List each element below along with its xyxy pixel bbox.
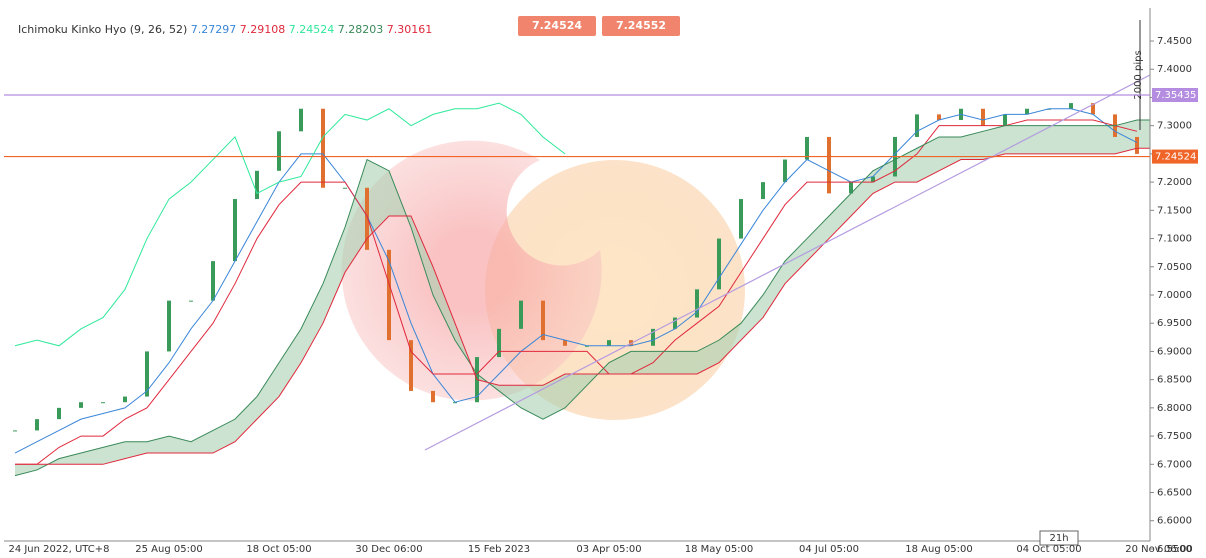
candle [211,261,215,301]
level-label: 7.24524 [1155,152,1196,163]
y-tick-label: 7.4000 [1157,64,1192,75]
y-tick-label: 6.6500 [1157,488,1192,499]
x-tick-label: 04 Oct 05:00 [1016,544,1081,555]
y-tick-label: 7.1000 [1157,234,1192,245]
candle [321,109,325,188]
candle [123,397,127,403]
candle [827,137,831,193]
y-tick-label: 7.3000 [1157,121,1192,132]
pips-label: 2000 pips [1133,50,1144,99]
x-tick-label: 18 May 05:00 [685,544,754,555]
x-tick-label: 30 Dec 06:00 [355,544,422,555]
x-tick-label: 20 Nov 06:00 [1125,544,1192,555]
y-tick-label: 6.8500 [1157,375,1192,386]
candle [783,160,787,183]
x-tick-label: 15 Feb 2023 [468,544,530,555]
candle [167,301,171,352]
legend-item: 7.27297 [191,23,237,36]
candle [1069,103,1073,109]
y-tick-label: 6.6000 [1157,516,1192,527]
candle [1135,137,1139,154]
candle [101,402,105,403]
candle [915,114,919,137]
price-badge-label: 7.24524 [532,19,582,32]
candle [277,131,281,171]
candle [431,391,435,402]
candle [1003,114,1007,125]
x-tick-label: 18 Aug 05:00 [905,544,972,555]
y-tick-label: 6.9500 [1157,318,1192,329]
x-tick-label: 04 Jul 05:00 [799,544,859,555]
candle [343,188,347,189]
candle [739,199,743,239]
legend-item: 7.30161 [387,23,433,36]
candle [387,250,391,340]
candle [13,430,17,431]
candle [519,301,523,329]
legend: Ichimoku Kinko Hyo (9, 26, 52) 7.27297 7… [18,23,432,36]
candle [761,182,765,199]
y-tick-label: 6.9000 [1157,346,1192,357]
y-tick-label: 7.0500 [1157,262,1192,273]
y-tick-label: 6.7500 [1157,431,1192,442]
time-badge-label: 21h [1049,533,1068,544]
y-tick-label: 7.1500 [1157,205,1192,216]
x-tick-label: 25 Aug 05:00 [135,544,202,555]
y-tick-label: 6.7000 [1157,459,1192,470]
y-tick-label: 7.4500 [1157,36,1192,47]
candle [233,199,237,261]
legend-item: 7.28203 [338,23,384,36]
candle [255,171,259,199]
y-tick-label: 7.0000 [1157,290,1192,301]
candle [981,109,985,126]
y-tick-label: 7.2000 [1157,177,1192,188]
x-tick-label: 18 Oct 05:00 [246,544,311,555]
candle [607,340,611,346]
legend-item: 7.24524 [289,23,335,36]
legend-item: 7.29108 [240,23,286,36]
candle [189,301,193,302]
x-tick-label: 24 Jun 2022, UTC+8 [8,544,109,555]
chart: 2000 pips 21h 6.55006.60006.65006.70006.… [0,0,1206,558]
price-badge-label: 7.24552 [616,19,666,32]
candle [299,109,303,132]
candle [79,402,83,408]
level-label: 7.35435 [1155,90,1196,101]
y-tick-label: 6.8000 [1157,403,1192,414]
candle [35,419,39,430]
legend-item: Ichimoku Kinko Hyo (9, 26, 52) [18,23,187,36]
candle [57,408,61,419]
x-tick-label: 03 Apr 05:00 [576,544,641,555]
candle [717,239,721,290]
